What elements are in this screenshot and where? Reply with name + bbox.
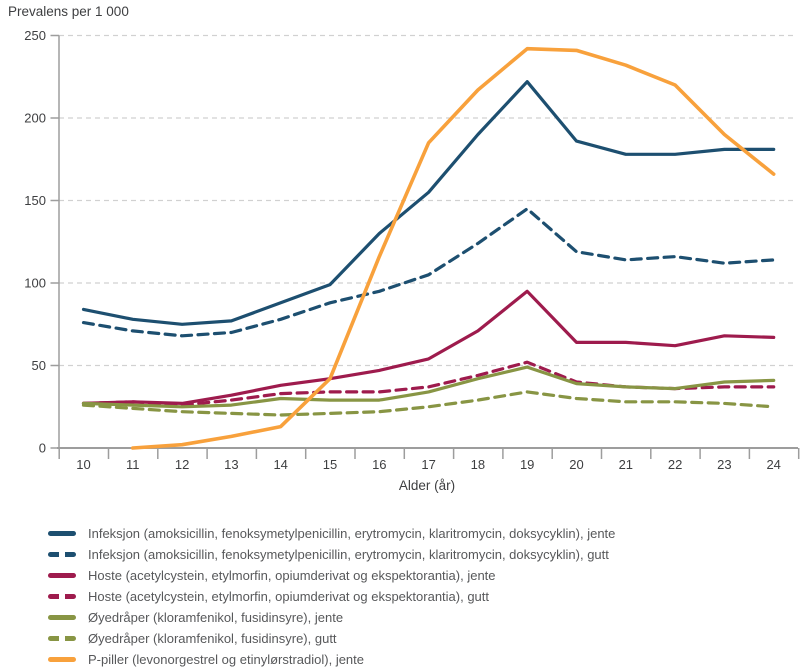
svg-text:14: 14 xyxy=(273,457,287,472)
legend-item: Øyedråper (kloramfenikol, fusidinsyre), … xyxy=(48,628,615,649)
legend-label: Infeksjon (amoksicillin, fenoksymetylpen… xyxy=(88,547,609,562)
legend-line-swatch xyxy=(48,615,76,620)
svg-text:15: 15 xyxy=(323,457,337,472)
svg-text:0: 0 xyxy=(39,441,46,456)
line-chart: 0 50 100 150 200 250 10 11 12 13 14 15 16 17 18 19 20 21 2… xyxy=(24,28,800,472)
svg-text:13: 13 xyxy=(224,457,238,472)
svg-text:11: 11 xyxy=(126,457,140,472)
legend-item: Hoste (acetylcystein, etylmorfin, opiumd… xyxy=(48,586,615,607)
svg-text:16: 16 xyxy=(372,457,386,472)
legend-label: Infeksjon (amoksicillin, fenoksymetylpen… xyxy=(88,526,616,541)
svg-text:50: 50 xyxy=(32,358,46,373)
legend-label: Hoste (acetylcystein, etylmorfin, opiumd… xyxy=(88,568,496,583)
y-axis-title: Prevalens per 1 000 xyxy=(8,4,129,19)
svg-text:23: 23 xyxy=(717,457,731,472)
svg-text:20: 20 xyxy=(569,457,583,472)
legend-item: Hoste (acetylcystein, etylmorfin, opiumd… xyxy=(48,565,615,586)
svg-text:150: 150 xyxy=(24,193,46,208)
legend-item: P-piller (levonorgestrel og etinylørstra… xyxy=(48,649,615,670)
svg-text:12: 12 xyxy=(175,457,189,472)
legend-line-swatch xyxy=(48,573,76,578)
legend-line-swatch xyxy=(48,594,76,599)
svg-text:250: 250 xyxy=(24,28,46,43)
legend-line-swatch xyxy=(48,636,76,641)
chart-legend: Infeksjon (amoksicillin, fenoksymetylpen… xyxy=(48,523,615,670)
legend-label: Øyedråper (kloramfenikol, fusidinsyre), … xyxy=(88,631,337,646)
legend-label: Øyedråper (kloramfenikol, fusidinsyre), … xyxy=(88,610,344,625)
legend-line-swatch xyxy=(48,552,76,557)
legend-label: P-piller (levonorgestrel og etinylørstra… xyxy=(88,652,365,667)
x-axis-title: Alder (år) xyxy=(398,478,456,493)
svg-text:22: 22 xyxy=(668,457,682,472)
svg-text:24: 24 xyxy=(766,457,780,472)
svg-text:200: 200 xyxy=(24,111,46,126)
legend-line-swatch xyxy=(48,657,76,662)
legend-item: Øyedråper (kloramfenikol, fusidinsyre), … xyxy=(48,607,615,628)
legend-label: Hoste (acetylcystein, etylmorfin, opiumd… xyxy=(88,589,490,604)
legend-line-swatch xyxy=(48,531,76,536)
svg-text:18: 18 xyxy=(471,457,485,472)
svg-text:19: 19 xyxy=(520,457,534,472)
svg-text:10: 10 xyxy=(76,457,90,472)
legend-item: Infeksjon (amoksicillin, fenoksymetylpen… xyxy=(48,523,615,544)
svg-text:21: 21 xyxy=(619,457,633,472)
svg-text:100: 100 xyxy=(24,276,46,291)
svg-text:17: 17 xyxy=(421,457,435,472)
legend-item: Infeksjon (amoksicillin, fenoksymetylpen… xyxy=(48,544,615,565)
